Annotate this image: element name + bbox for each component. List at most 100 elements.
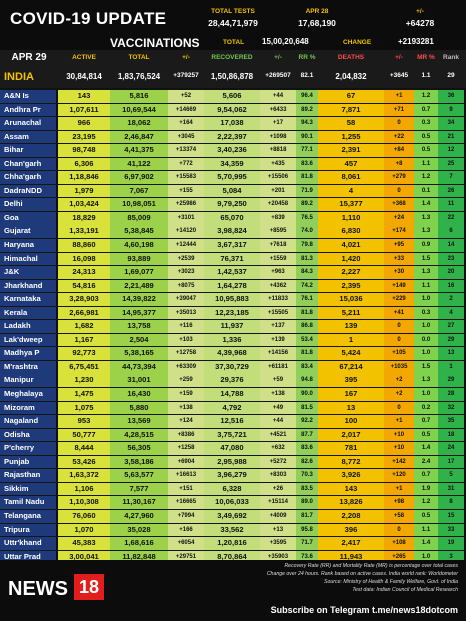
cell-total: 93,889 [110,252,168,266]
state-name: Rajasthan [0,469,56,482]
cell-active: 1,979 [58,184,110,198]
cell-rec-change: +44 [260,415,296,428]
cell-change: +15583 [168,171,204,184]
cell-rr: 70.3 [296,469,318,482]
cell-active: 16,098 [58,252,110,266]
cell-active: 76,060 [58,509,110,523]
cell-total: 5,63,577 [110,469,168,482]
cell-rr: 74.2 [296,279,318,293]
cell-death-change: +120 [384,469,414,482]
cell-total: 7,577 [110,482,168,496]
cell-total: 2,21,489 [110,279,168,293]
cell-rank: 9 [438,103,464,117]
cell-death-change: +174 [384,225,414,239]
cell-rr: 83.5 [296,482,318,496]
cell-rec-change: +15114 [260,496,296,509]
cell-rank: 23 [438,252,464,266]
state-row: Himachal 16,098 93,889 +2539 76,371 +1559 81.3… [0,252,466,267]
cell-rank: 28 [438,388,464,401]
cell-active: 6,306 [58,157,110,171]
cell-recovered: 5,084 [204,184,260,198]
cell-rank: 31 [438,482,464,496]
cell-death-change: +84 [384,144,414,157]
cell-total: 35,028 [110,523,168,537]
footnote-2: Change over 24 hours. Rank based on acti… [266,571,458,577]
cell-rank: 18 [438,428,464,442]
cell-active: 1,070 [58,523,110,537]
cell-death-change: +71 [384,103,414,117]
cell-rec-change: +49 [260,401,296,415]
cell-change: +164 [168,117,204,130]
state-row: Goa 18,829 85,009 +3101 65,070 +839 76.5 1,110 +… [0,211,466,226]
cell-total: 1,69,077 [110,266,168,279]
cell-rec-change: +435 [260,157,296,171]
cell-deaths: 8,061 [318,171,384,184]
cell-total: 16,430 [110,388,168,401]
cell-mr: 0.2 [414,401,438,415]
cell-change: +772 [168,157,204,171]
cell-rank: 8 [438,496,464,509]
cell-total: 44,73,394 [110,360,168,374]
state-name: Meghalaya [0,388,56,401]
cell-mr: 1.1 [414,279,438,293]
cell-deaths: 781 [318,442,384,455]
cell-active: 1,475 [58,388,110,401]
cell-change: +52 [168,90,204,103]
cell-total: 4,60,198 [110,239,168,252]
cell-rr: 81.3 [296,252,318,266]
cell-change: +14669 [168,103,204,117]
subscribe-link[interactable]: Subscribe on Telegram t.me/news18dotcom [270,605,458,615]
cell-recovered: 4,39,968 [204,347,260,360]
cell-change: +16665 [168,496,204,509]
cell-change: +39047 [168,293,204,306]
cell-rank: 24 [438,442,464,455]
cell-recovered: 3,96,279 [204,469,260,482]
cell-rr: 71.9 [296,184,318,198]
cell-recovered: 1,336 [204,333,260,347]
cell-total: 10,98,051 [110,198,168,211]
cell-recovered: 5,606 [204,90,260,103]
cell-mr: 0.3 [414,306,438,320]
cell-rank: 32 [438,401,464,415]
cell-total: 85,009 [110,211,168,225]
cell-rank: 11 [438,198,464,211]
cell-rec-change: +3595 [260,537,296,550]
state-row: Arunachal 966 18,062 +164 17,038 +17 94.3 58 0 0.… [0,117,466,131]
cell-rec-change: +632 [260,442,296,455]
cell-total: 4,27,960 [110,509,168,523]
state-name: Tamil Nadu [0,496,56,509]
cell-rec-change: +4009 [260,509,296,523]
cell-mr: 0.3 [414,117,438,130]
state-name: Gujarat [0,225,56,239]
cell-rec-change: +15506 [260,171,296,184]
cell-change: +166 [168,523,204,537]
cell-rank: 35 [438,415,464,428]
cell-rank: 1 [438,360,464,374]
cell-mr: 1.4 [414,537,438,550]
cell-change: +7994 [168,509,204,523]
cell-rec-change: +1559 [260,252,296,266]
cell-rr: 81.8 [296,347,318,360]
cell-recovered: 47,080 [204,442,260,455]
state-name: Uttr'khand [0,537,56,550]
cell-rec-change: +11833 [260,293,296,306]
cell-total: 7,067 [110,184,168,198]
state-row: Chha'garh 1,18,846 6,97,902 +15583 5,70,995 +… [0,171,466,185]
cell-active: 1,682 [58,320,110,333]
cell-deaths: 1,420 [318,252,384,266]
state-row: Andhra Pr 1,07,611 10,69,544 +14669 9,54,062… [0,103,466,118]
cell-total: 11,30,167 [110,496,168,509]
cell-rec-change: +17 [260,117,296,130]
cell-recovered: 12,23,185 [204,306,260,320]
state-name: Chha'garh [0,171,56,184]
cell-rr: 53.4 [296,333,318,347]
cell-death-change: +229 [384,293,414,306]
cell-rec-change: +5272 [260,455,296,469]
cell-rr: 86.8 [296,320,318,333]
cell-rank: 33 [438,523,464,537]
state-name: Mizoram [0,401,56,415]
cell-rec-change: +14156 [260,347,296,360]
cell-rr: 96.4 [296,90,318,103]
tests-change: +64278 [405,18,435,28]
cell-rr: 81.8 [296,306,318,320]
